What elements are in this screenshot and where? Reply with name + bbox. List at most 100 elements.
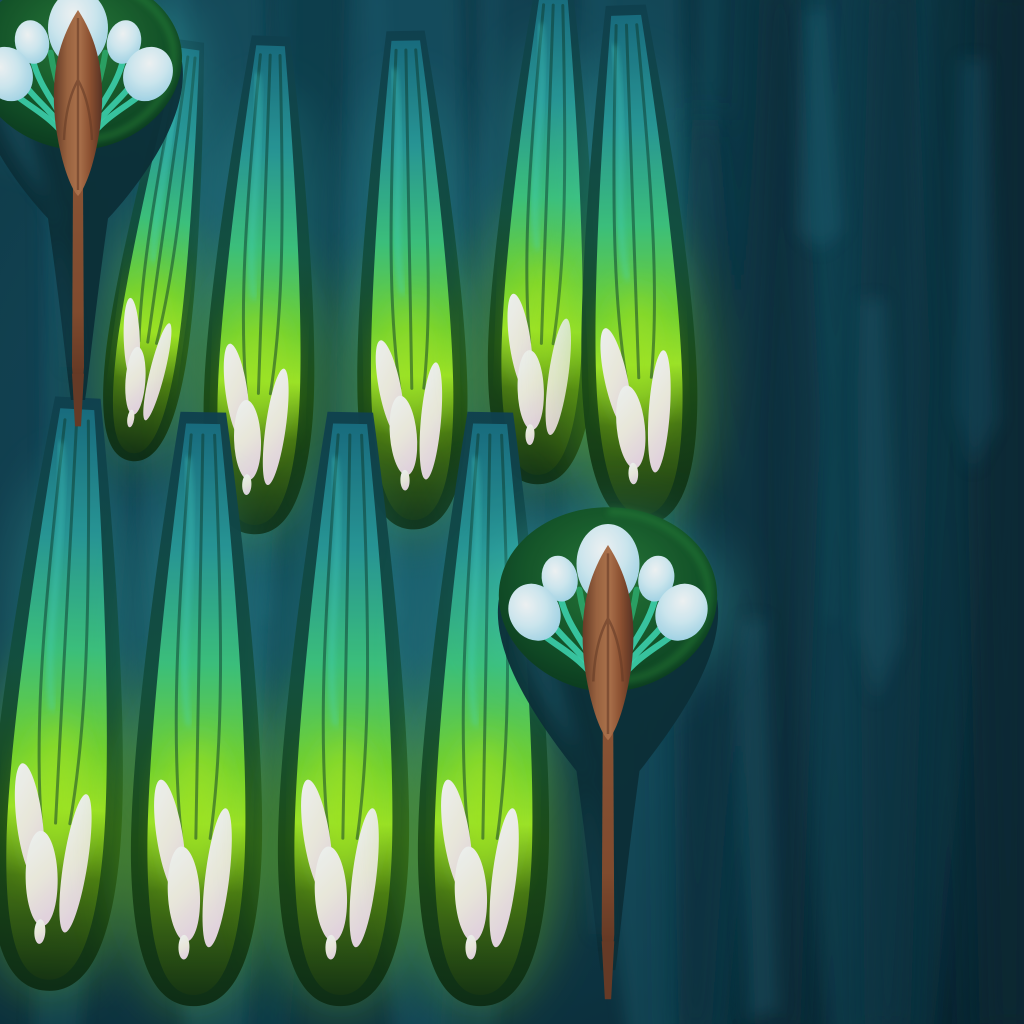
bloom-top-left-petal-inner-right [106, 20, 142, 64]
bloom-right-petal-outer-left [508, 583, 561, 641]
bud-upper-4-bud-petal-center-left [517, 350, 544, 430]
bud-lower-3-vein [321, 433, 340, 840]
bud-upper-5-veins [612, 23, 656, 380]
bud-lower-2-bud-petal-center-left [167, 846, 201, 942]
bud-lower-3 [265, 411, 421, 1007]
bud-lower-1-wisp [47, 441, 65, 712]
bud-upper-3-wisp [391, 68, 406, 296]
bud-upper-2-wisp [249, 73, 262, 300]
bud-lower-3-bud-petal-dot [325, 934, 337, 960]
bud-upper-2 [193, 35, 324, 535]
bud-lower-3-veins [321, 433, 370, 840]
bloom-right-petal-outer-right [655, 583, 708, 641]
bud-upper-2-veins [241, 53, 284, 396]
bloom-right-petal-inner-left [541, 555, 578, 602]
bloom-layer [0, 0, 732, 1000]
bud-lower-2-bud-petal-right [202, 808, 232, 948]
bud-lower-2-vein [174, 433, 193, 840]
bud-lower-1-bud-petal-right [59, 794, 92, 933]
bud-lower-2-bud-petal-dot [178, 934, 190, 960]
bud-lower-2-vein [208, 433, 223, 840]
bud-lower-4-petals [441, 779, 519, 960]
bud-upper-4-vein [551, 3, 567, 346]
bud-lower-3-vein [355, 433, 370, 840]
bud-upper-4-vein [539, 3, 555, 345]
bud-lower-1-veins [37, 418, 91, 826]
bloom-right-petal-inner-right [638, 555, 675, 602]
bud-lower-2 [118, 411, 274, 1007]
bud-upper-4-bud-petal-dot [525, 424, 535, 445]
bud-upper-4-wisp [532, 23, 545, 250]
bud-lower-3-vein [341, 433, 352, 840]
bud-upper-3-vein [414, 48, 430, 390]
bud-lower-4-bud-petal-right [489, 808, 519, 948]
bud-lower-1-vein [54, 418, 79, 825]
bud-upper-5-vein [635, 23, 656, 379]
bud-upper-4-petals [507, 293, 571, 445]
bud-lower-2-veins [174, 433, 223, 840]
bud-lower-2-petals [154, 779, 232, 960]
bud-lower-1-vein [37, 418, 67, 824]
bud-upper-4-vein [525, 3, 546, 345]
bud-lower-3-bud-petal-right [349, 808, 379, 948]
bud-upper-3-vein [389, 48, 402, 391]
bud-lower-1-bud-petal-dot [34, 919, 46, 944]
bud-upper-5-wisp [611, 44, 630, 281]
bud-upper-4-veins [525, 3, 567, 346]
bloom-top-left-petal-inner-left [14, 20, 50, 64]
bloom-top-left-pistil-veins [62, 18, 94, 190]
bud-upper-2-vein [256, 53, 272, 395]
bloom-right-pistil-veins [592, 553, 624, 734]
bud-upper-5-bud-petal-dot [628, 462, 639, 485]
bud-upper-3-bud-petal-right [419, 362, 443, 480]
bud-upper-3-bud-petal-center-left [389, 395, 418, 476]
bud-lower-4-vein [495, 433, 510, 840]
bud-lower-1 [0, 396, 134, 991]
bloom-right-pistil-tip [601, 941, 615, 1000]
bud-lower-4-bud-petal-center-left [454, 846, 488, 942]
bud-upper-2-vein [241, 53, 262, 395]
bud-lower-2-wisp [182, 456, 194, 727]
bud-lower-4-vein [481, 433, 492, 840]
bloom-top-left-calyx [0, 62, 183, 400]
bud-upper-5-bud-petal-right [647, 350, 671, 473]
bud-upper-3-bud-petal-dot [400, 469, 410, 491]
bloom-top-left [0, 0, 196, 427]
bud-upper-2-bud-petal-dot [242, 474, 252, 495]
bud-lower-1-bud-petal-center-left [25, 830, 58, 926]
bud-upper-2-bud-petal-center-left [234, 400, 262, 480]
bud-upper-left-bud-petal-right [143, 323, 172, 421]
bud-upper-5-vein [612, 24, 628, 380]
bud-upper-3-vein [404, 48, 414, 390]
bud-upper-left-bud-petal-center-left [125, 346, 146, 415]
bud-layer [0, 0, 708, 1007]
bloom-top-left-petal-outer-right [123, 46, 173, 102]
bloom-top-left-calyx-highlight [0, 80, 74, 367]
bud-upper-3-petals [375, 340, 443, 491]
bud-upper-2-bud-petal-right [262, 368, 289, 486]
bud-lower-4-bud-petal-dot [465, 934, 477, 960]
bud-lower-3-bud-petal-center-left [314, 846, 348, 942]
bud-upper-2-vein [268, 53, 284, 396]
bud-lower-1-vein [68, 419, 91, 826]
bud-upper-4-bud-petal-right [545, 318, 571, 436]
bud-lower-1-petals [14, 763, 92, 944]
bloom-top-left-pistil-tip [72, 373, 84, 427]
bud-lower-2-vein [194, 433, 205, 840]
bloom-top-left-petal-outer-left [0, 46, 33, 102]
bud-upper-3 [346, 30, 477, 530]
bud-lower-4-vein [461, 433, 480, 840]
bud-upper-2-petals [223, 343, 289, 495]
bud-lower-3-petals [301, 779, 379, 960]
bud-lower-4-veins [461, 433, 510, 840]
bud-upper-left-vein [155, 56, 197, 345]
bud-upper-5-vein [624, 23, 641, 380]
bud-upper-5 [570, 4, 708, 525]
bud-upper-5-bud-petal-center-left [616, 385, 646, 469]
background-light-streaks [736, 10, 998, 1020]
bud-upper-left-bud-petal-dot [127, 409, 135, 428]
bud-lower-4-wisp [469, 456, 481, 727]
